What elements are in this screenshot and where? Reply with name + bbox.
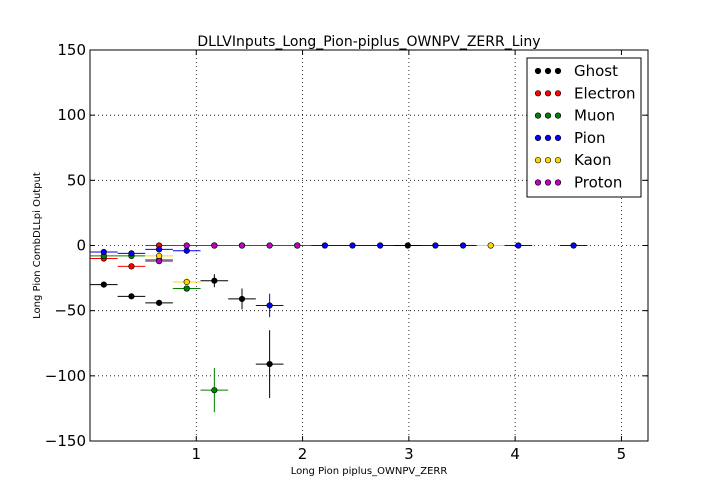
data-point bbox=[100, 281, 107, 288]
legend-label: Kaon bbox=[574, 151, 611, 169]
data-point bbox=[515, 242, 522, 249]
legend-label: Proton bbox=[574, 174, 622, 192]
y-tick-label: −150 bbox=[45, 432, 86, 450]
x-tick-label: 4 bbox=[510, 445, 520, 463]
plot-series bbox=[90, 242, 588, 413]
data-point bbox=[266, 302, 273, 309]
legend-label: Ghost bbox=[574, 62, 618, 80]
legend-entry-electron: Electron bbox=[534, 84, 636, 102]
legend-entry-muon: Muon bbox=[534, 107, 615, 125]
legend-marker bbox=[544, 157, 552, 164]
chart-title: DLLVInputs_Long_Pion-piplus_OWNPV_ZERR_L… bbox=[197, 34, 540, 50]
y-axis-label: Long Pion CombDLLpi Output bbox=[32, 172, 43, 319]
y-tick-label: 150 bbox=[57, 41, 86, 59]
y-tick-label: 50 bbox=[67, 171, 86, 189]
data-point bbox=[100, 248, 107, 256]
y-tick-label: 100 bbox=[57, 106, 86, 124]
data-point bbox=[155, 246, 163, 253]
legend-label: Pion bbox=[574, 129, 606, 147]
series-kaon bbox=[145, 242, 505, 286]
legend-marker bbox=[544, 90, 552, 97]
data-point bbox=[238, 242, 246, 249]
legend-marker bbox=[534, 134, 542, 141]
legend-marker bbox=[554, 90, 562, 97]
data-point bbox=[349, 242, 356, 249]
data-point bbox=[459, 242, 467, 249]
data-point bbox=[128, 250, 135, 257]
data-point bbox=[128, 293, 135, 300]
data-point bbox=[238, 295, 246, 303]
legend-marker bbox=[534, 179, 542, 186]
legend-marker bbox=[534, 157, 542, 164]
data-point bbox=[294, 242, 301, 249]
data-point bbox=[266, 242, 273, 249]
legend: Ghost Electron Muon Pion Kaon Proton bbox=[526, 57, 642, 198]
y-tick-label: −50 bbox=[54, 302, 86, 320]
legend-marker bbox=[554, 67, 562, 75]
data-point bbox=[183, 247, 190, 254]
data-point bbox=[211, 277, 218, 284]
axis-ticks: 1 2 3 4 5 −150 −100 −50 0 50 100 150 bbox=[45, 41, 648, 463]
legend-entry-kaon: Kaon bbox=[534, 151, 611, 169]
legend-entry-ghost: Ghost bbox=[534, 62, 618, 80]
legend-box bbox=[526, 57, 642, 198]
data-point bbox=[266, 361, 273, 368]
data-point bbox=[321, 242, 328, 249]
legend-entry-pion: Pion bbox=[534, 129, 606, 147]
data-point bbox=[211, 387, 218, 394]
data-point bbox=[155, 299, 163, 306]
legend-marker bbox=[534, 90, 542, 97]
data-point bbox=[377, 242, 384, 249]
x-tick-label: 3 bbox=[404, 445, 414, 463]
data-point bbox=[487, 242, 494, 249]
data-point bbox=[155, 252, 163, 260]
data-point bbox=[570, 242, 577, 249]
legend-marker bbox=[554, 112, 562, 119]
data-point bbox=[404, 242, 411, 249]
legend-marker bbox=[544, 134, 552, 141]
legend-marker bbox=[544, 67, 552, 75]
data-point bbox=[183, 278, 190, 286]
legend-marker bbox=[554, 179, 562, 186]
legend-marker bbox=[554, 134, 562, 141]
data-point bbox=[211, 242, 218, 249]
y-tick-label: 0 bbox=[76, 237, 86, 255]
legend-label: Muon bbox=[574, 107, 615, 125]
y-tick-label: −100 bbox=[45, 367, 86, 385]
legend-marker bbox=[534, 112, 542, 119]
legend-entry-proton: Proton bbox=[534, 174, 622, 192]
legend-marker bbox=[544, 112, 552, 119]
data-point bbox=[183, 285, 190, 292]
x-axis-label: Long Pion piplus_OWNPV_ZERR bbox=[291, 466, 448, 477]
x-tick-label: 5 bbox=[617, 445, 627, 463]
data-point bbox=[183, 242, 190, 249]
legend-marker bbox=[534, 67, 542, 75]
legend-marker bbox=[554, 157, 562, 164]
legend-marker bbox=[544, 179, 552, 186]
data-point bbox=[432, 242, 439, 249]
x-tick-label: 2 bbox=[298, 445, 308, 463]
legend-label: Electron bbox=[574, 84, 636, 102]
data-point bbox=[155, 258, 163, 265]
data-point bbox=[128, 263, 135, 270]
x-tick-label: 1 bbox=[192, 445, 202, 463]
series-proton bbox=[145, 242, 312, 265]
